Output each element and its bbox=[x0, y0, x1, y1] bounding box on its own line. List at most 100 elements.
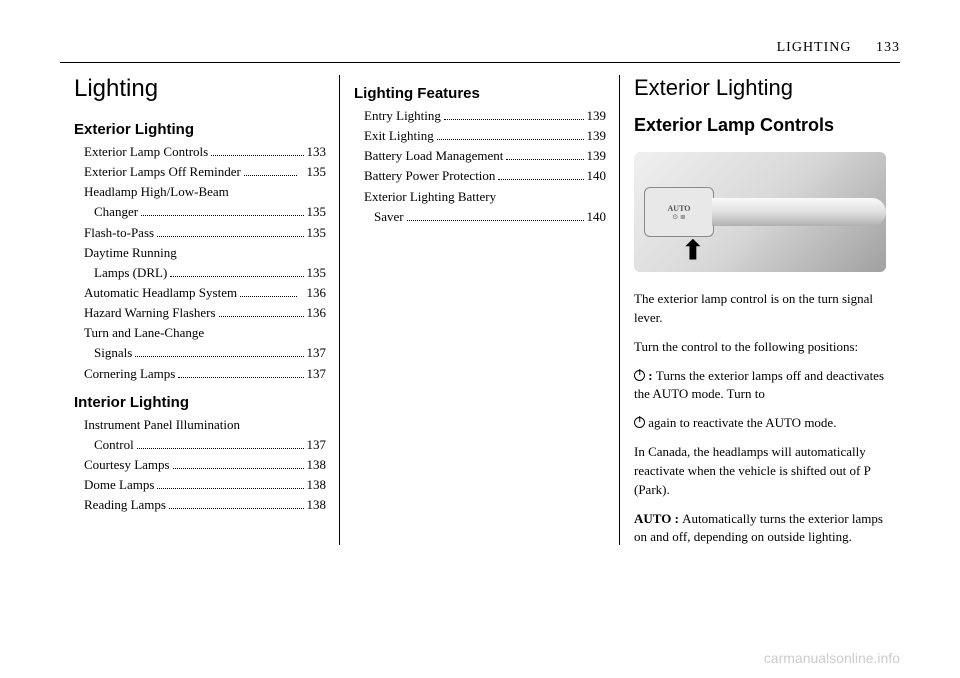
toc-line: Reading Lamps 138 bbox=[74, 495, 326, 515]
toc-page: 135 bbox=[307, 162, 327, 182]
toc-page: 139 bbox=[587, 146, 607, 166]
figure-knob: AUTO ⊙ ≣ bbox=[644, 187, 714, 237]
auto-label: AUTO : bbox=[634, 511, 682, 526]
header-page: 133 bbox=[876, 40, 900, 55]
toc-page: 137 bbox=[307, 343, 327, 363]
toc-line: Instrument Panel Illumination bbox=[74, 415, 326, 435]
toc-line: Daytime Running bbox=[74, 243, 326, 263]
header-section: LIGHTING bbox=[777, 40, 852, 55]
toc-text: Courtesy Lamps bbox=[84, 455, 170, 475]
exterior-lighting-title: Exterior Lighting bbox=[634, 75, 886, 101]
toc-text: Battery Power Protection bbox=[364, 166, 495, 186]
group-interior-lighting: Interior Lighting bbox=[74, 394, 326, 411]
toc-page: 138 bbox=[307, 495, 327, 515]
toc-page: 139 bbox=[587, 126, 607, 146]
toc-text: Hazard Warning Flashers bbox=[84, 303, 216, 323]
toc-page: 136 bbox=[307, 303, 327, 323]
body-p3: : Turns the exterior lamps off and deact… bbox=[634, 367, 886, 405]
toc-line: Battery Load Management 139 bbox=[354, 146, 606, 166]
toc-page: 139 bbox=[587, 106, 607, 126]
toc-page: 133 bbox=[307, 142, 327, 162]
toc-text: Exit Lighting bbox=[364, 126, 434, 146]
column-1: Lighting Exterior Lighting Exterior Lamp… bbox=[60, 75, 340, 635]
page-header: LIGHTING 133 bbox=[60, 40, 900, 63]
toc-dots bbox=[244, 175, 297, 176]
p4-text: again to reactivate the AUTO mode. bbox=[645, 415, 836, 430]
toc-dots bbox=[170, 276, 303, 277]
toc-line: Headlamp High/Low-Beam bbox=[74, 182, 326, 202]
toc-text: Exterior Lamps Off Reminder bbox=[84, 162, 241, 182]
column-3: Exterior Lighting Exterior Lamp Controls… bbox=[620, 75, 900, 635]
toc-line: Saver 140 bbox=[354, 207, 606, 227]
toc-page: 138 bbox=[307, 455, 327, 475]
exterior-lamp-controls-title: Exterior Lamp Controls bbox=[634, 115, 886, 136]
toc-line: Lamps (DRL)135 bbox=[74, 263, 326, 283]
toc-page: 136 bbox=[307, 283, 327, 303]
toc-line: Courtesy Lamps 138 bbox=[74, 455, 326, 475]
toc-dots bbox=[173, 468, 304, 469]
toc-text: Reading Lamps bbox=[84, 495, 166, 515]
toc-dots bbox=[157, 236, 303, 237]
columns-container: Lighting Exterior Lighting Exterior Lamp… bbox=[60, 75, 900, 635]
toc-dots bbox=[137, 448, 304, 449]
body-p4: again to reactivate the AUTO mode. bbox=[634, 414, 886, 433]
toc-line: Signals 137 bbox=[74, 343, 326, 363]
toc-page: 140 bbox=[587, 207, 607, 227]
toc-line: Changer135 bbox=[74, 202, 326, 222]
toc-text: Signals bbox=[94, 343, 132, 363]
toc-line: Battery Power Protection 140 bbox=[354, 166, 606, 186]
toc-line: Cornering Lamps137 bbox=[74, 364, 326, 384]
toc-line: Dome Lamps 138 bbox=[74, 475, 326, 495]
figure-arrow-icon: ⬆ bbox=[682, 236, 704, 266]
toc-interior-lighting: Instrument Panel IlluminationControl137C… bbox=[74, 415, 326, 516]
toc-page: 138 bbox=[307, 475, 327, 495]
colon: : bbox=[645, 368, 656, 383]
toc-line: Exterior Lamps Off Reminder 135 bbox=[74, 162, 326, 182]
toc-page: 140 bbox=[587, 166, 607, 186]
toc-exterior-lighting: Exterior Lamp Controls133Exterior Lamps … bbox=[74, 142, 326, 384]
toc-text: Automatic Headlamp System bbox=[84, 283, 237, 303]
toc-page: 137 bbox=[307, 435, 327, 455]
body-p1: The exterior lamp control is on the turn… bbox=[634, 290, 886, 328]
toc-line: Exterior Lamp Controls 133 bbox=[74, 142, 326, 162]
group-lighting-features: Lighting Features bbox=[354, 85, 606, 102]
toc-dots bbox=[135, 356, 303, 357]
toc-text: Headlamp High/Low-Beam bbox=[84, 182, 229, 202]
lamp-control-figure: AUTO ⊙ ≣ ⬆ bbox=[634, 152, 886, 272]
toc-text: Saver bbox=[374, 207, 404, 227]
toc-dots bbox=[211, 155, 303, 156]
toc-dots bbox=[506, 159, 583, 160]
toc-dots bbox=[219, 316, 304, 317]
toc-text: Changer bbox=[94, 202, 138, 222]
toc-dots bbox=[437, 139, 584, 140]
toc-line: Exit Lighting 139 bbox=[354, 126, 606, 146]
toc-text: Battery Load Management bbox=[364, 146, 503, 166]
toc-text: Turn and Lane-Change bbox=[84, 323, 204, 343]
section-title: Lighting bbox=[74, 75, 326, 103]
toc-text: Exterior Lamp Controls bbox=[84, 142, 208, 162]
group-exterior-lighting: Exterior Lighting bbox=[74, 121, 326, 138]
power-off-icon bbox=[634, 370, 645, 381]
toc-text: Flash-to-Pass bbox=[84, 223, 154, 243]
toc-text: Instrument Panel Illumination bbox=[84, 415, 240, 435]
body-p2: Turn the control to the following positi… bbox=[634, 338, 886, 357]
toc-line: Automatic Headlamp System 136 bbox=[74, 283, 326, 303]
figure-stalk bbox=[712, 198, 886, 226]
toc-dots bbox=[141, 215, 303, 216]
toc-page: 137 bbox=[307, 364, 327, 384]
toc-lighting-features: Entry Lighting139Exit Lighting139Battery… bbox=[354, 106, 606, 227]
toc-text: Dome Lamps bbox=[84, 475, 154, 495]
figure-icons: ⊙ ≣ bbox=[672, 213, 685, 221]
toc-dots bbox=[178, 377, 303, 378]
toc-line: Flash-to-Pass 135 bbox=[74, 223, 326, 243]
toc-line: Entry Lighting 139 bbox=[354, 106, 606, 126]
toc-text: Daytime Running bbox=[84, 243, 177, 263]
figure-auto-label: AUTO bbox=[668, 204, 691, 213]
column-2: Lighting Features Entry Lighting139Exit … bbox=[340, 75, 620, 635]
toc-page: 135 bbox=[307, 223, 327, 243]
toc-text: Entry Lighting bbox=[364, 106, 441, 126]
toc-dots bbox=[240, 296, 297, 297]
toc-text: Exterior Lighting Battery bbox=[364, 187, 496, 207]
toc-text: Lamps (DRL) bbox=[94, 263, 167, 283]
toc-line: Turn and Lane-Change bbox=[74, 323, 326, 343]
